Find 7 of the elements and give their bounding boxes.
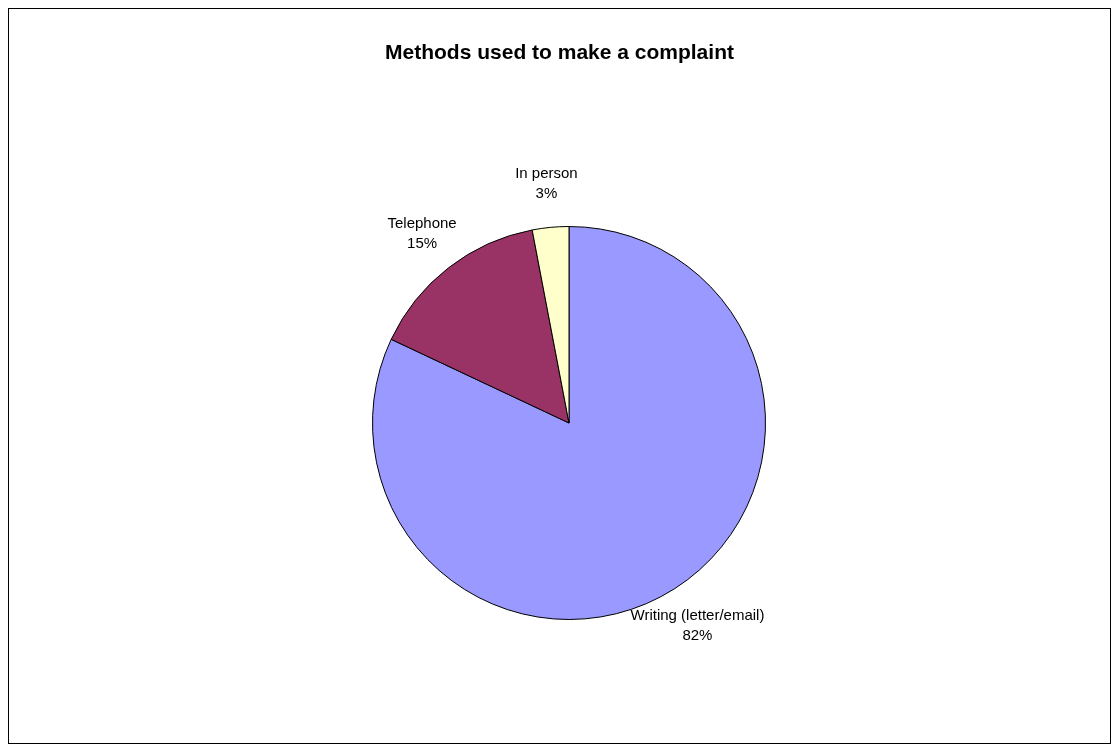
data-label: 82% bbox=[682, 625, 713, 643]
slice-label: In person bbox=[515, 164, 578, 182]
data-label: 15% bbox=[407, 233, 438, 251]
slice-label: Telephone bbox=[387, 213, 457, 231]
data-label: 3% bbox=[535, 184, 558, 202]
slice-label: Writing (letter/email) bbox=[630, 605, 765, 623]
chart-title: Methods used to make a complaint bbox=[384, 40, 735, 64]
